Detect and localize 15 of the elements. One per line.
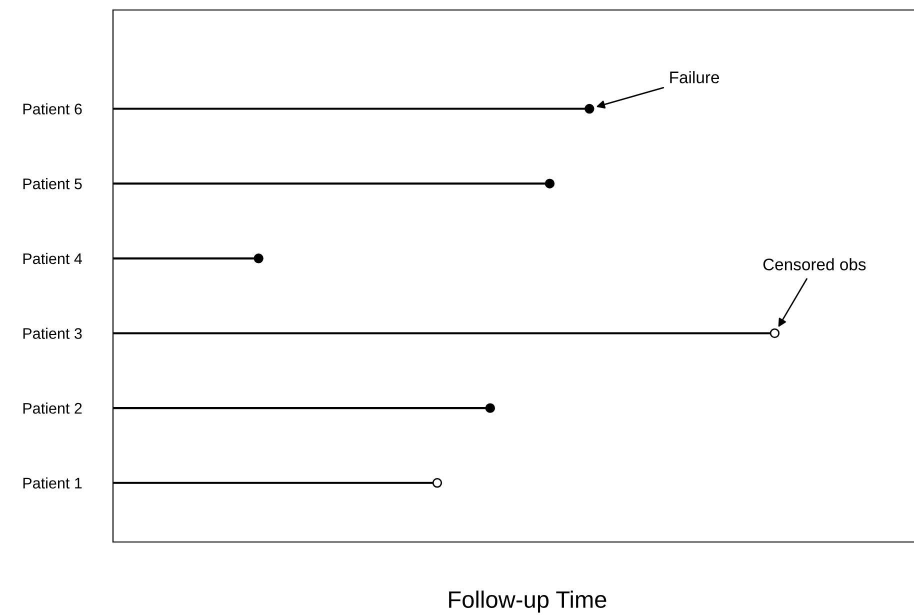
- point: [544, 178, 555, 188]
- y-tick-label: Patient 6: [23, 103, 82, 114]
- annotation: Failure: [670, 71, 720, 84]
- annotation: Censored obs: [763, 258, 866, 270]
- x-axis-title: Follow-up Time: [449, 590, 606, 613]
- y-tick-label: Patient 4: [23, 252, 82, 264]
- point: [770, 328, 780, 338]
- y-tick-label: Patient 5: [23, 178, 82, 190]
- y-tick-label: Patient 3: [23, 328, 82, 339]
- y-tick-label: Patient 1: [23, 477, 82, 489]
- point: [254, 254, 264, 264]
- point: [432, 478, 442, 488]
- point: [485, 403, 496, 413]
- point: [584, 104, 594, 114]
- y-tick-label: Patient 2: [23, 402, 82, 414]
